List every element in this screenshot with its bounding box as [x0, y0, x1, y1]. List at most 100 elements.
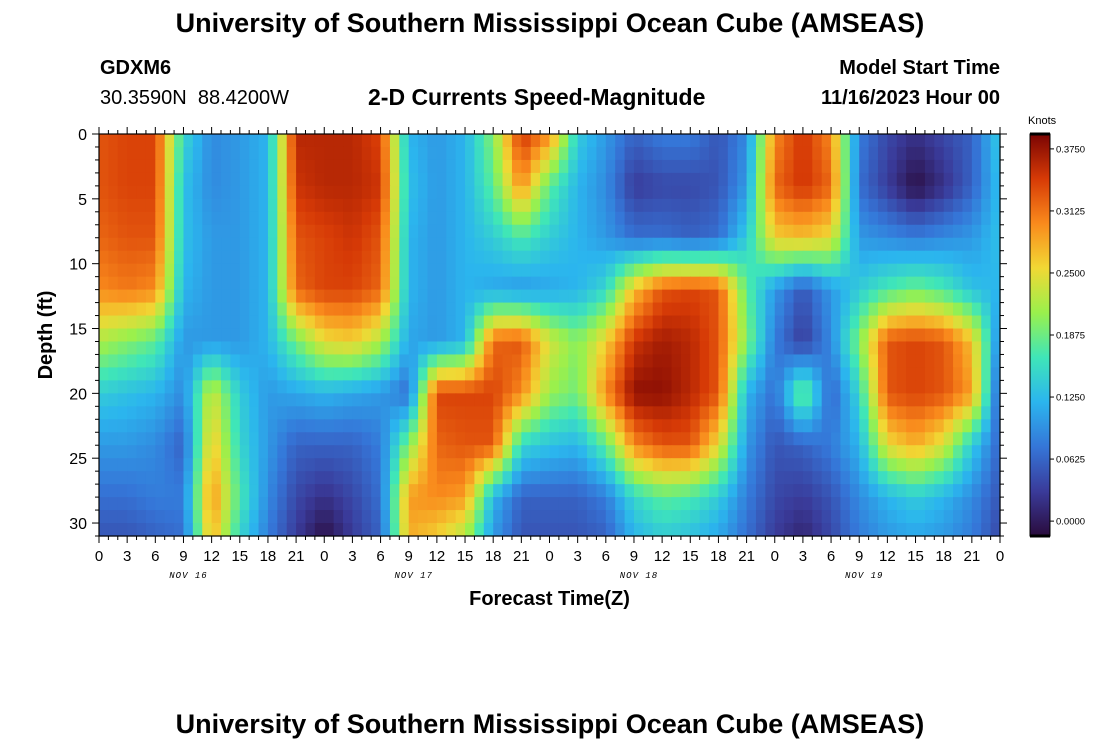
heatmap-cell: [361, 185, 372, 200]
heatmap-cell: [221, 367, 231, 381]
heatmap-cell: [840, 484, 851, 498]
heatmap-cell: [221, 510, 231, 524]
heatmap-cell: [971, 172, 982, 187]
heatmap-cell: [671, 185, 682, 200]
heatmap-cell: [267, 250, 278, 265]
heatmap-cell: [962, 185, 973, 200]
heatmap-cell: [183, 328, 194, 343]
heatmap-cell: [493, 211, 504, 226]
heatmap-cell: [906, 289, 917, 304]
heatmap-cell: [286, 146, 297, 161]
heatmap-cell: [953, 172, 964, 187]
heatmap-cell: [802, 523, 813, 537]
heatmap-cell: [211, 458, 222, 472]
heatmap-cell: [436, 354, 447, 369]
heatmap-cell: [737, 134, 748, 148]
heatmap-cell: [577, 458, 588, 472]
heatmap-cell: [746, 432, 757, 446]
heatmap-cell: [605, 341, 616, 356]
heatmap-cell: [784, 134, 795, 148]
heatmap-cell: [549, 172, 560, 187]
heatmap-cell: [821, 419, 832, 433]
heatmap-cell: [117, 393, 128, 407]
heatmap-cell: [136, 510, 147, 524]
heatmap-cell: [389, 211, 400, 226]
heatmap-cell: [211, 393, 222, 407]
heatmap-cell: [962, 198, 973, 213]
heatmap-cell: [643, 471, 654, 485]
heatmap-cell: [652, 458, 663, 472]
heatmap-cell: [718, 211, 729, 226]
heatmap-cell: [709, 484, 720, 498]
heatmap-cell: [605, 458, 616, 472]
heatmap-cell: [896, 224, 907, 239]
heatmap-cell: [483, 445, 494, 459]
heatmap-cell: [896, 172, 907, 187]
heatmap-cell: [962, 276, 973, 291]
heatmap-cell: [755, 367, 766, 381]
heatmap-cell: [446, 302, 457, 317]
heatmap-cell: [258, 354, 269, 369]
heatmap-cell: [990, 406, 1001, 420]
heatmap-cell: [671, 224, 682, 239]
heatmap-cell: [145, 146, 156, 161]
heatmap-cell: [530, 458, 541, 472]
heatmap-cell: [615, 237, 626, 252]
heatmap-cell: [831, 419, 842, 433]
heatmap-cell: [455, 419, 466, 433]
heatmap-cell: [831, 471, 842, 485]
heatmap-cell: [211, 367, 222, 381]
heatmap-cell: [296, 406, 307, 420]
heatmap-cell: [615, 263, 626, 278]
heatmap-cell: [286, 328, 297, 343]
heatmap-cell: [793, 419, 804, 433]
heatmap-cell: [859, 159, 870, 174]
heatmap-cell: [877, 315, 888, 330]
heatmap-cell: [596, 237, 607, 252]
heatmap-cell: [277, 471, 288, 485]
heatmap-cell: [249, 497, 260, 511]
heatmap-cell: [915, 289, 926, 304]
heatmap-cell: [690, 211, 701, 226]
heatmap-cell: [183, 134, 194, 148]
heatmap-cell: [436, 263, 447, 278]
heatmap-cell: [221, 354, 231, 369]
heatmap-cell: [164, 276, 175, 291]
heatmap-cell: [267, 276, 278, 291]
heatmap-cell: [202, 445, 213, 459]
heatmap-cell: [577, 134, 588, 148]
heatmap-cell: [605, 224, 616, 239]
heatmap-cell: [183, 276, 194, 291]
heatmap-cell: [727, 237, 738, 252]
heatmap-cell: [202, 134, 213, 148]
heatmap-cell: [671, 289, 682, 304]
heatmap-cell: [371, 185, 382, 200]
heatmap-cell: [943, 458, 954, 472]
heatmap-cell: [136, 172, 147, 187]
heatmap-cell: [643, 497, 654, 511]
heatmap-cell: [267, 484, 278, 498]
heatmap-cell: [737, 315, 748, 330]
heatmap-cell: [380, 159, 391, 174]
heatmap-cell: [117, 224, 128, 239]
heatmap-cell: [577, 172, 588, 187]
heatmap-cell: [587, 276, 598, 291]
heatmap-cell: [540, 523, 551, 537]
heatmap-cell: [755, 146, 766, 161]
heatmap-cell: [343, 341, 354, 356]
heatmap-cell: [962, 224, 973, 239]
heatmap-cell: [296, 393, 307, 407]
heatmap-cell: [962, 315, 973, 330]
heatmap-cell: [99, 419, 109, 433]
heatmap-cell: [765, 172, 776, 187]
heatmap-cell: [558, 393, 569, 407]
heatmap-cell: [831, 211, 842, 226]
heatmap-cell: [230, 510, 241, 524]
heatmap-cell: [652, 367, 663, 381]
heatmap-cell: [117, 276, 128, 291]
heatmap-cell: [727, 224, 738, 239]
heatmap-cell: [971, 289, 982, 304]
heatmap-cell: [587, 497, 598, 511]
heatmap-cell: [943, 380, 954, 394]
heatmap-cell: [455, 510, 466, 524]
